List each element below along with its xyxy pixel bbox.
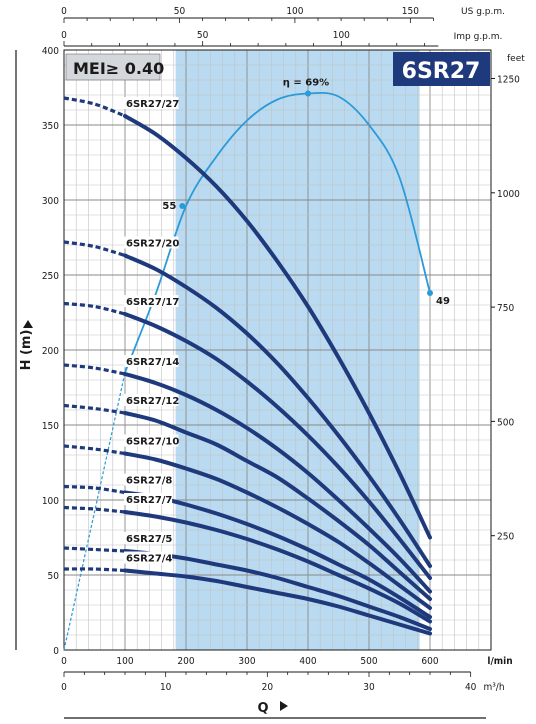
us-gpm-tick-label: 150 — [402, 6, 419, 17]
curve-label-bg — [124, 394, 179, 406]
curve-label: 6SR27/5 — [126, 534, 172, 545]
efficiency-peak-label: η = 69% — [283, 78, 329, 89]
y-axis-title: H (m) — [19, 330, 34, 371]
feet-tick-label: 750 — [497, 303, 514, 314]
curve-label-bg — [124, 295, 179, 307]
y-tick-label: 400 — [42, 46, 59, 57]
x-tick-label: 600 — [421, 656, 438, 667]
efficiency-curve: η = 69% 55 49 — [63, 78, 450, 651]
curve-label-bg — [124, 551, 173, 564]
head-curve — [123, 253, 432, 568]
y-tick-label: 200 — [42, 346, 59, 357]
model-title: 6SR27 — [402, 59, 481, 84]
curve-label-bg — [124, 97, 179, 109]
curve-label-bg — [124, 434, 179, 447]
curve-label: 6SR27/17 — [126, 297, 179, 308]
x-tick-label: 0 — [61, 656, 67, 667]
us-gpm-unit-label: US g.p.m. — [461, 7, 505, 17]
curve-label: 6SR27/4 — [126, 554, 172, 565]
curve-labels: 6SR27/27 6SR27/20 6SR27/17 6SR27/14 6SR27/12… — [124, 97, 179, 565]
m3h-tick-label: 20 — [262, 682, 274, 693]
curve-label: 6SR27/27 — [126, 99, 179, 110]
efficiency-line — [124, 91, 431, 373]
head-curve — [123, 312, 432, 580]
head-curve-dashed — [63, 484, 126, 495]
m3h-tick-label: 30 — [363, 682, 375, 693]
curve-label-bg — [124, 493, 173, 505]
curve-label: 6SR27/7 — [126, 495, 172, 506]
curve-label: 6SR27/10 — [126, 437, 179, 448]
efficiency-point-label: 49 — [436, 296, 450, 307]
feet-tick-label: 1250 — [497, 75, 520, 86]
efficiency-peak-point — [305, 90, 311, 97]
axes: 0 100 200 300 400 500 600 l/min0501001502002503… — [15, 6, 525, 719]
efficiency-point — [427, 290, 433, 296]
m3h-tick-label: 0 — [61, 682, 67, 693]
y-tick-label: 150 — [42, 421, 59, 432]
us-gpm-tick-label: 0 — [61, 6, 67, 17]
head-curve — [123, 451, 432, 610]
us-gpm-tick-label: 100 — [286, 6, 303, 17]
us-gpm-tick-label: 50 — [174, 6, 186, 17]
feet-unit-label: feet — [507, 54, 525, 64]
imp-gpm-tick-label: 0 — [61, 30, 67, 41]
head-curve-dashed — [63, 363, 126, 376]
x-tick-label: 400 — [299, 656, 316, 667]
imp-gpm-tick-label: 100 — [333, 30, 350, 41]
m3h-tick-label: 10 — [160, 682, 172, 693]
feet-tick-label: 1000 — [497, 189, 520, 200]
y-tick-label: 50 — [48, 571, 60, 582]
mei-label: MEI≥ 0.40 — [73, 59, 164, 78]
mei-badge: MEI≥ 0.40 — [65, 53, 164, 81]
x-axis-title: Q — [257, 701, 268, 716]
y-axis-arrow-icon — [23, 320, 33, 328]
head-curve — [123, 510, 432, 624]
efficiency-point — [179, 203, 186, 209]
model-badge: 6SR27 — [393, 52, 490, 86]
head-curve — [123, 372, 432, 594]
curve-label: 6SR27/20 — [126, 239, 179, 250]
curve-label-bg — [124, 532, 173, 544]
y-tick-label: 0 — [53, 646, 59, 657]
feet-tick-label: 500 — [497, 417, 514, 428]
x-tick-label: 100 — [116, 656, 133, 667]
imp-gpm-unit-label: Imp g.p.m. — [454, 32, 503, 42]
head-curves — [63, 96, 432, 636]
curve-label-bg — [124, 473, 173, 486]
x-unit-label: l/min — [487, 656, 512, 667]
y-tick-label: 100 — [42, 496, 59, 507]
curve-label-bg — [124, 236, 179, 249]
imp-gpm-tick-label: 50 — [197, 30, 209, 41]
plot-frame — [63, 49, 492, 651]
head-curve — [123, 568, 432, 636]
head-curve-dashed — [63, 403, 126, 415]
head-curve — [123, 114, 432, 540]
curve-label: 6SR27/12 — [126, 396, 179, 407]
y-tick-label: 250 — [42, 271, 59, 282]
efficiency-point-label: 55 — [162, 201, 176, 212]
head-curve-dashed — [63, 567, 126, 573]
head-curve-dashed — [63, 96, 126, 118]
feet-tick-label: 250 — [497, 532, 514, 543]
x-tick-label: 500 — [360, 656, 377, 667]
efficiency-line-dashed — [63, 372, 126, 651]
curve-label: 6SR27/8 — [126, 476, 172, 487]
head-curve-dashed — [63, 240, 126, 258]
y-tick-label: 300 — [42, 196, 59, 207]
head-curve — [123, 549, 432, 631]
x-tick-label: 200 — [177, 656, 194, 667]
y-tick-label: 350 — [42, 121, 59, 132]
m3h-unit-label: m³/h — [483, 682, 504, 693]
x-axis-arrow-icon — [280, 701, 288, 711]
curve-label-bg — [124, 355, 179, 367]
head-curve — [123, 411, 432, 601]
x-tick-label: 300 — [238, 656, 255, 667]
head-curve-dashed — [63, 546, 126, 553]
m3h-tick-label: 40 — [465, 682, 477, 693]
head-curve-dashed — [63, 444, 126, 456]
curve-label: 6SR27/14 — [126, 357, 179, 368]
head-curve — [123, 490, 432, 619]
